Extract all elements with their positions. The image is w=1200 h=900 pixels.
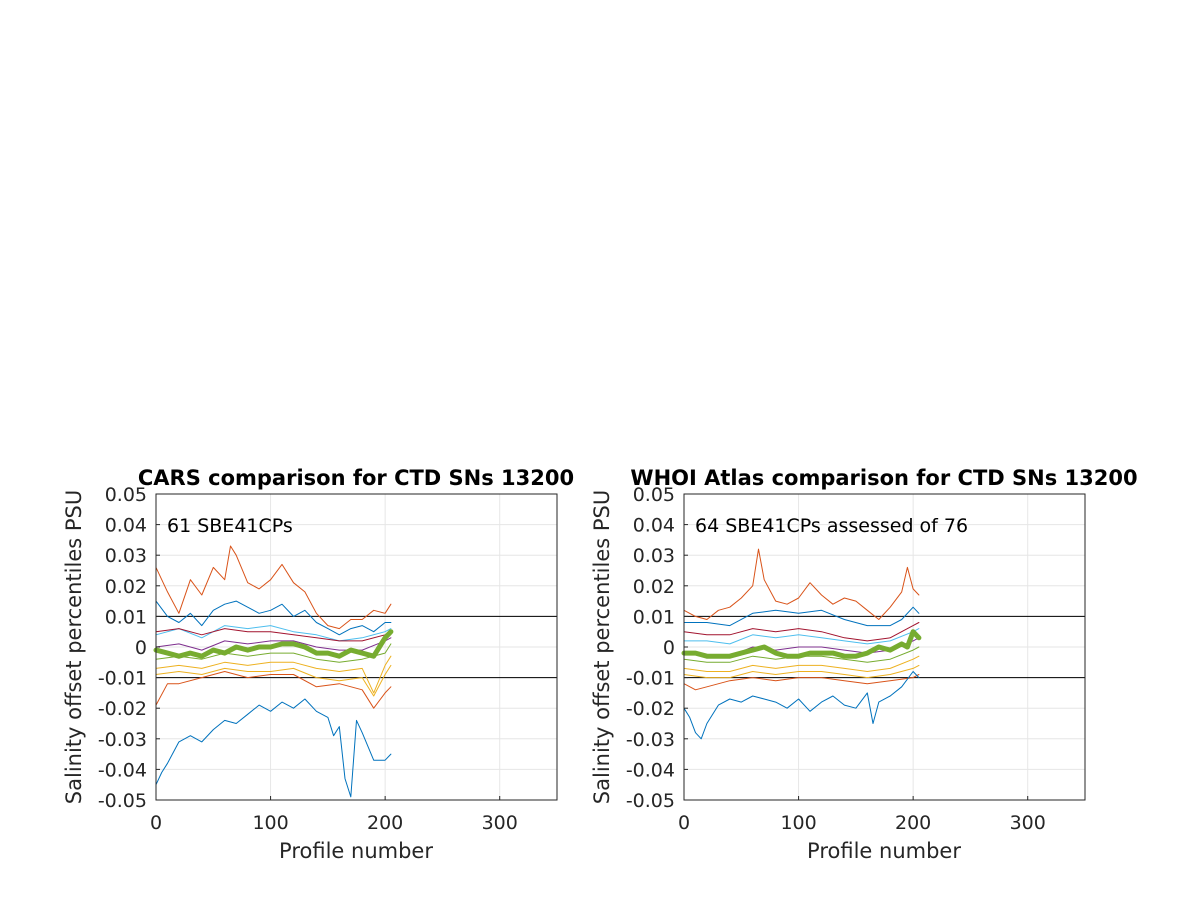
whoi-panel: 0.05 0.04 0.03 0.02 0.01 0 -0.01 -0.02 -0.03 -0.0… xyxy=(590,466,1138,863)
whoi-series-p80 xyxy=(683,628,920,645)
whoi-series-p40 xyxy=(683,646,920,663)
cars-annotation: 61 SBE41CPs xyxy=(167,515,293,537)
whoi-ytick-label-7: -0.02 xyxy=(626,698,675,720)
cars-reference-lines xyxy=(156,615,557,679)
cars-ytick-label-8: -0.03 xyxy=(98,729,147,751)
whoi-ytick-label-2: 0.03 xyxy=(633,545,675,567)
whoi-ytick-label-8: -0.03 xyxy=(626,729,675,751)
cars-ytick-label-1: 0.04 xyxy=(105,515,147,537)
whoi-annotation: 64 SBE41CPs assessed of 76 xyxy=(695,515,968,537)
cars-x-ticks: 0 100 200 300 xyxy=(150,796,518,834)
whoi-series-p5 xyxy=(683,671,920,740)
cars-series xyxy=(153,545,394,798)
cars-xtick-label-1: 100 xyxy=(252,812,288,834)
cars-panel: 0.05 0.04 0.03 0.02 0.01 0 -0.01 -0.02 -0.03 -0.0… xyxy=(62,466,574,863)
whoi-series-median xyxy=(681,629,922,659)
whoi-x-ticks: 0 100 200 300 xyxy=(678,796,1046,834)
cars-ytick-label-2: 0.03 xyxy=(105,545,147,567)
cars-ytick-label-6: -0.01 xyxy=(98,668,147,690)
cars-series-p40 xyxy=(155,643,392,663)
cars-ytick-label-9: -0.04 xyxy=(98,759,147,781)
cars-series-p80 xyxy=(155,625,392,642)
whoi-ytick-label-5: 0 xyxy=(663,637,675,659)
cars-xtick-label-3: 300 xyxy=(482,812,518,834)
whoi-ytick-label-9: -0.04 xyxy=(626,759,675,781)
cars-ytick-label-3: 0.02 xyxy=(105,576,147,598)
cars-xtick-label-0: 0 xyxy=(150,812,162,834)
cars-xtick-label-2: 200 xyxy=(367,812,403,834)
whoi-ytick-label-6: -0.01 xyxy=(626,668,675,690)
cars-series-p10 xyxy=(155,671,392,709)
cars-series-p20 xyxy=(155,664,392,697)
cars-series-median xyxy=(153,629,394,659)
whoi-chart-title: WHOI Atlas comparison for CTD SNs 13200 xyxy=(630,466,1137,490)
cars-series-p30 xyxy=(155,655,392,694)
whoi-ytick-label-0: 0.05 xyxy=(633,484,675,506)
cars-ytick-label-0: 0.05 xyxy=(105,484,147,506)
whoi-series-p90 xyxy=(683,606,920,627)
cars-x-axis-label: Profile number xyxy=(279,839,433,863)
whoi-xtick-label-3: 300 xyxy=(1010,812,1046,834)
cars-series-p5 xyxy=(155,698,392,798)
cars-ytick-label-5: 0 xyxy=(135,637,147,659)
cars-series-p95 xyxy=(155,545,392,630)
whoi-series-p30 xyxy=(683,655,920,672)
whoi-series-p95 xyxy=(683,548,920,620)
whoi-ytick-label-1: 0.04 xyxy=(633,515,675,537)
whoi-series-p70 xyxy=(683,622,920,642)
whoi-series-p10 xyxy=(683,674,920,691)
cars-chart-title: CARS comparison for CTD SNs 13200 xyxy=(138,466,574,490)
cars-y-ticks: 0.05 0.04 0.03 0.02 0.01 0 -0.01 -0.02 -0.03 -0.0… xyxy=(98,484,160,812)
whoi-series xyxy=(681,548,922,740)
cars-ytick-label-7: -0.02 xyxy=(98,698,147,720)
cars-series-p90 xyxy=(155,600,392,636)
cars-series-p60 xyxy=(155,637,392,651)
cars-ytick-label-10: -0.05 xyxy=(98,790,147,812)
whoi-x-axis-label: Profile number xyxy=(807,839,961,863)
cars-series-p70 xyxy=(155,628,392,642)
whoi-y-ticks: 0.05 0.04 0.03 0.02 0.01 0 -0.01 -0.02 -0.03 -0.0… xyxy=(626,484,688,812)
cars-ytick-label-4: 0.01 xyxy=(105,606,147,628)
whoi-y-axis-label: Salinity offset percentiles PSU xyxy=(590,490,614,804)
whoi-xtick-label-2: 200 xyxy=(895,812,931,834)
whoi-series-p20 xyxy=(683,664,920,679)
whoi-ytick-label-10: -0.05 xyxy=(626,790,675,812)
whoi-ytick-label-4: 0.01 xyxy=(633,606,675,628)
whoi-xtick-label-1: 100 xyxy=(780,812,816,834)
whoi-ytick-label-3: 0.02 xyxy=(633,576,675,598)
cars-y-axis-label: Salinity offset percentiles PSU xyxy=(62,490,86,804)
whoi-xtick-label-0: 0 xyxy=(678,812,690,834)
